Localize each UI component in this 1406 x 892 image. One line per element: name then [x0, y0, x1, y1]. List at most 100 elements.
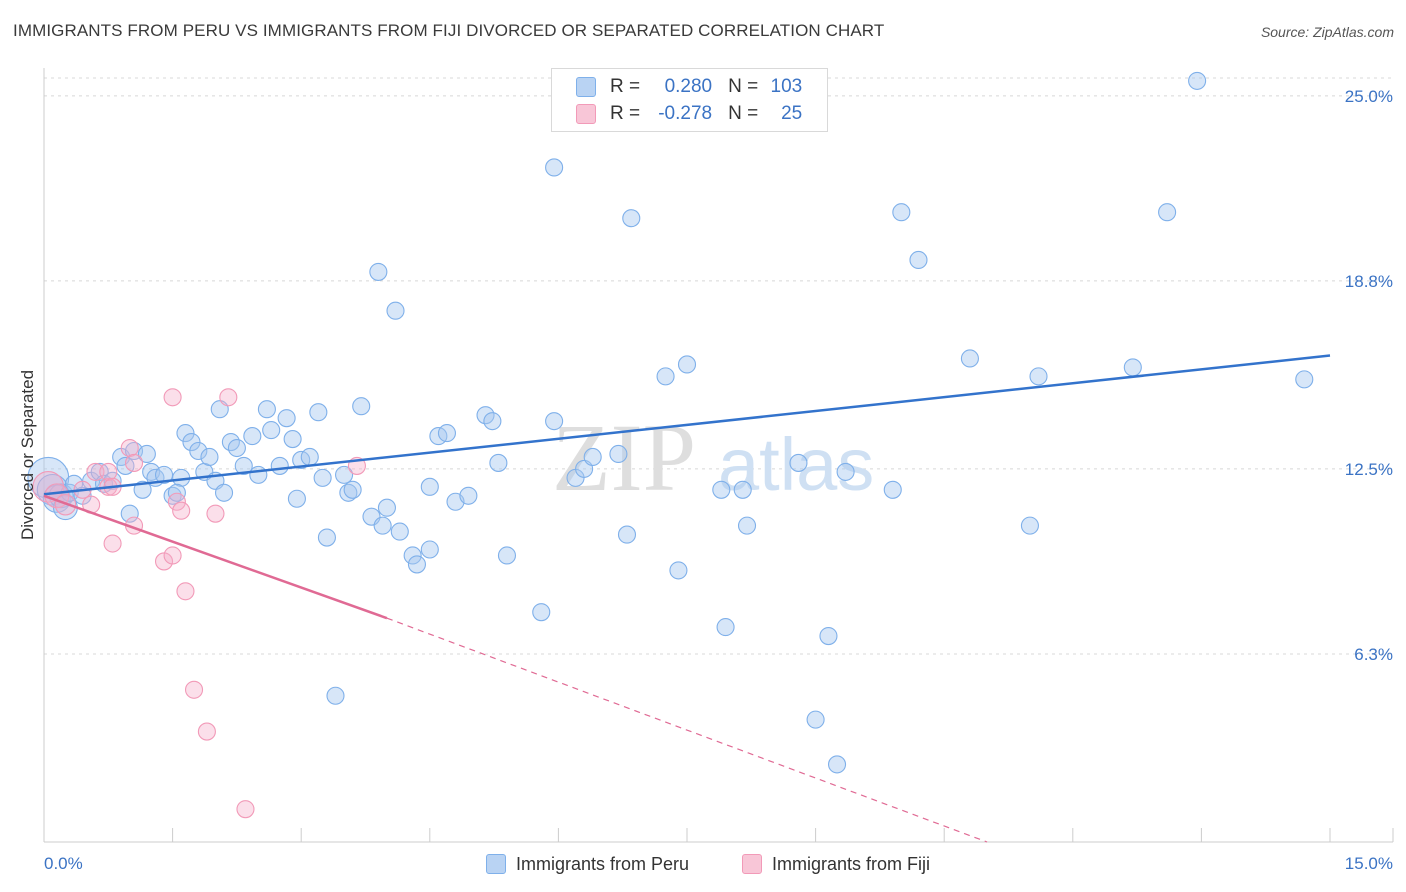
peru-point [545, 158, 564, 177]
fiji-point [219, 388, 238, 407]
peru-point [489, 453, 508, 472]
peru-point [545, 412, 564, 431]
bottom-legend-fiji: Immigrants from Fiji [742, 852, 930, 876]
peru-point [497, 546, 517, 565]
source-label: Source: ZipAtlas.com [1260, 24, 1394, 40]
peru-point [656, 367, 675, 386]
x-tick-label-left: 0.0% [44, 854, 83, 873]
peru-point [836, 462, 855, 481]
peru-point [827, 755, 847, 774]
bottom-legend-peru: Immigrants from Peru [486, 852, 689, 876]
peru-point [120, 504, 139, 523]
fiji-point [103, 534, 122, 553]
peru-point [532, 603, 551, 622]
peru-point [182, 432, 201, 452]
fiji-trend-line [43, 494, 388, 620]
y-axis-label: Divorced or Separated [18, 370, 37, 540]
peru-point [390, 522, 409, 541]
peru-point [309, 403, 328, 422]
peru-point [137, 444, 156, 464]
trend-lines [43, 354, 1331, 843]
fiji-point [176, 582, 195, 601]
peru-point [326, 686, 345, 705]
y-tick-label: 6.3% [1354, 645, 1393, 664]
fiji-n-value: 25 [781, 103, 803, 124]
peru-point [960, 349, 979, 368]
peru-point [200, 447, 219, 467]
fiji-point [86, 462, 105, 481]
fiji-point [167, 492, 186, 511]
axes: 6.3% 12.5% 18.8% 25.0% [43, 68, 1394, 843]
peru-n-value: 103 [770, 76, 803, 97]
stats-legend: R = 0.280 N = 103 R = -0.278 N = 25 [551, 68, 828, 132]
peru-point [270, 456, 289, 475]
n-label: N = [728, 76, 759, 97]
peru-point [1029, 367, 1048, 386]
peru-point [622, 209, 641, 228]
y-tick-label: 25.0% [1345, 87, 1393, 106]
peru-legend-label: Immigrants from Peru [516, 853, 690, 874]
fiji-point [172, 501, 191, 520]
peru-legend-swatch [486, 854, 506, 874]
watermark-atlas: atlas [718, 423, 874, 506]
peru-point [369, 262, 388, 281]
fiji-legend-label: Immigrants from Fiji [772, 853, 931, 874]
peru-point [243, 427, 262, 446]
peru-point [737, 516, 757, 535]
peru-point [583, 447, 602, 467]
peru-point [262, 421, 281, 440]
r-label: R = [610, 103, 641, 124]
peru-point [1123, 358, 1142, 377]
peru-point [277, 409, 296, 428]
peru-point [317, 528, 336, 547]
peru-point [283, 430, 302, 449]
peru-point [677, 355, 697, 374]
peru-point [459, 486, 478, 505]
peru-point [335, 465, 354, 484]
peru-point [133, 480, 152, 499]
peru-point [176, 424, 195, 443]
peru-point [386, 301, 405, 320]
peru-point [343, 480, 362, 499]
peru-point [420, 477, 439, 496]
fiji-point [99, 462, 118, 481]
peru-point [476, 406, 495, 425]
fiji-point [236, 800, 255, 819]
peru-point [257, 400, 276, 419]
fiji-point [206, 504, 225, 523]
peru-point [313, 468, 332, 487]
peru-trend-line [43, 354, 1331, 496]
fiji-point [120, 438, 139, 458]
peru-swatch [576, 77, 596, 97]
peru-point [819, 627, 838, 646]
y-tick-label: 12.5% [1345, 460, 1393, 479]
peru-point [617, 525, 637, 544]
y-tick-label: 18.8% [1345, 272, 1393, 291]
legend-row-fiji: R = -0.278 N = 25 [576, 102, 802, 126]
n-label: N = [728, 103, 759, 124]
peru-point [377, 498, 396, 517]
peru-point [712, 480, 731, 499]
peru-point [789, 453, 808, 472]
peru-point [609, 444, 628, 464]
peru-point [373, 516, 392, 535]
peru-point [806, 710, 825, 729]
x-tick-label-right: 15.0% [1345, 854, 1393, 873]
r-label: R = [610, 76, 641, 97]
peru-point [403, 546, 422, 565]
peru-point [1188, 71, 1207, 90]
fiji-point [163, 546, 182, 565]
peru-point [909, 250, 928, 270]
fiji-point [163, 388, 182, 407]
peru-point [227, 438, 246, 458]
peru-point [669, 561, 688, 580]
fiji-point [197, 722, 216, 741]
peru-point [716, 618, 735, 637]
peru-point [249, 465, 268, 484]
peru-point [352, 397, 371, 416]
peru-point [892, 203, 911, 222]
peru-point [300, 447, 319, 467]
watermark: ZIP atlas [552, 404, 874, 511]
peru-r-value: 0.280 [664, 76, 713, 97]
